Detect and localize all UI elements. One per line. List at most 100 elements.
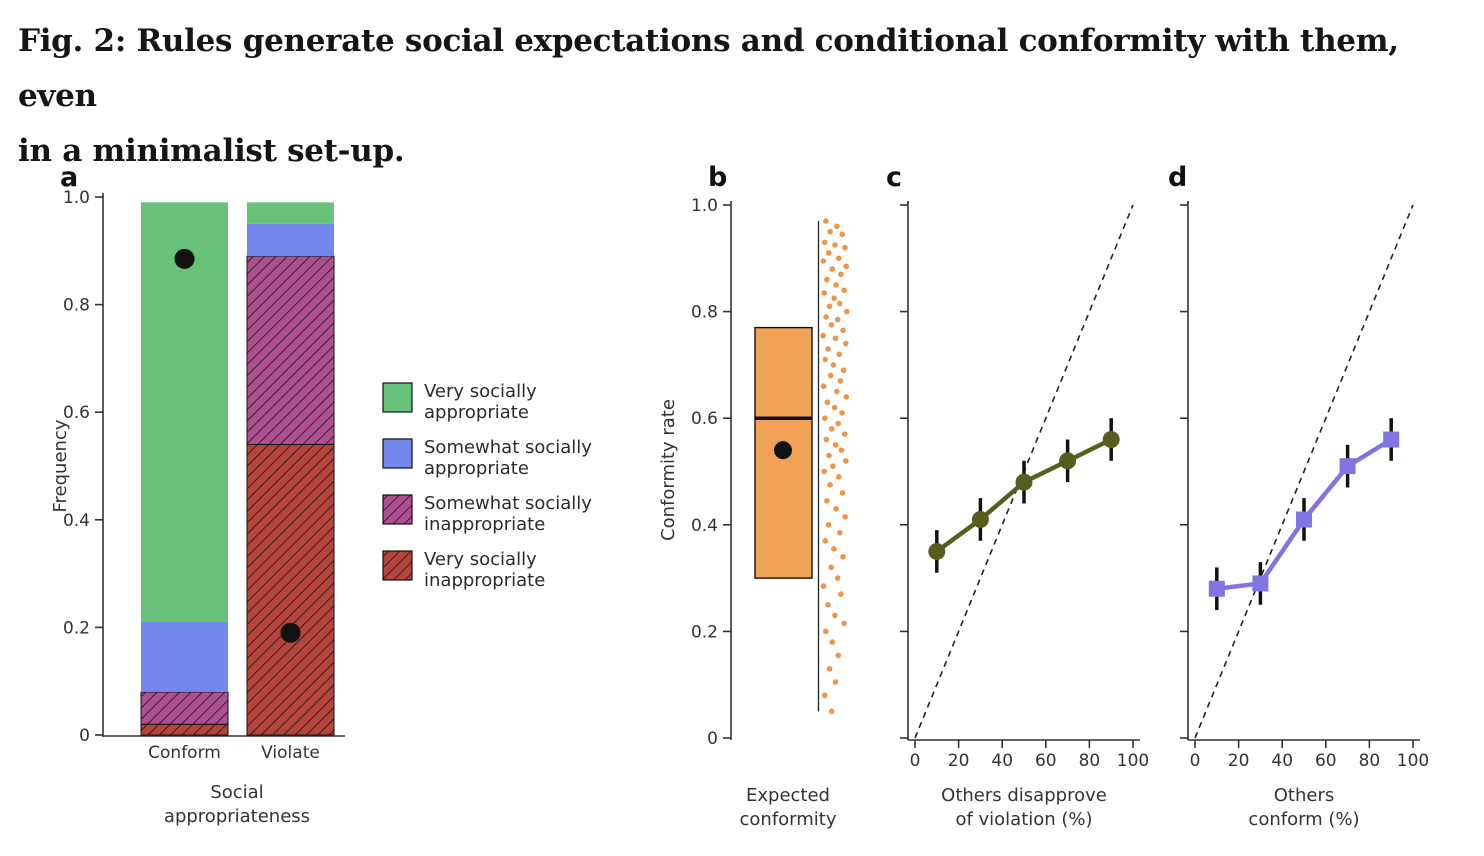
scatter-point [830,362,837,368]
data-point [1339,458,1356,475]
scatter-point [827,482,833,488]
legend-label: Very socially [424,381,537,402]
scatter-point [826,665,833,672]
data-point [1059,452,1077,470]
scatter-point [842,514,849,520]
data-point [971,510,989,528]
y-tick-label: 1.0 [691,196,718,216]
scatter-point [840,327,846,334]
scatter-point [837,378,844,384]
x-tick-label: 40 [991,751,1013,771]
scatter-point [839,410,845,416]
x-axis-title: conform (%) [1248,809,1359,830]
scatter-point [834,316,841,323]
x-tick-label: 20 [948,751,970,771]
x-axis-title: appropriateness [164,806,310,827]
scatter-point [825,346,831,352]
x-axis-title: Others [1274,785,1335,806]
scatter-point [827,228,833,235]
y-axis-title: Frequency [50,419,71,512]
scatter-point [834,388,840,395]
y-axis-title: Conformity rate [658,399,679,541]
figure-title-line-1: Fig. 2: Rules generate social expectatio… [18,23,1399,114]
y-tick-label: 0.6 [691,409,718,429]
scatter-point [840,553,846,560]
identity-line [1194,204,1414,739]
bar-segment [247,223,334,257]
y-tick-label: 0.8 [63,296,90,316]
legend-swatch [383,439,412,468]
bar-segment [247,202,334,224]
scatter-point [826,303,833,310]
legend-label: inappropriate [424,514,545,535]
scatter-point [823,314,829,320]
scatter-point [828,564,834,571]
scatter-point [834,223,840,230]
legend-label: appropriate [424,458,529,479]
x-tick-label: 40 [1271,751,1293,771]
scatter-point [824,399,831,406]
panel-b-label: b [708,162,728,193]
legend-label: Somewhat socially [424,437,592,458]
legend-label: Very socially [424,549,537,570]
figure-caption: Fig. 2: Rules generate social expectatio… [18,14,1474,179]
data-point [1102,431,1120,449]
scatter-point [837,529,843,536]
scatter-point [841,287,847,294]
mean-dot [774,441,792,460]
scatter-point [832,442,839,448]
y-tick-label: 0.2 [63,618,90,638]
scatter-point [838,591,844,597]
scatter-point [830,463,836,469]
x-tick-label: 60 [1035,751,1057,771]
panel-d-line-chart: 0 20 40 60 80 100 Others conform (%) [1180,201,1429,830]
y-tick-label: 0.6 [63,403,90,423]
data-point [1252,575,1269,592]
scatter-point [839,231,846,238]
legend-label: appropriate [424,402,529,423]
scatter-point [826,452,832,459]
scatter-point [832,679,839,685]
scatter-point [842,340,849,347]
scatter-point [824,498,830,504]
y-tick-label: 1.0 [63,188,90,208]
scatter-point [835,255,842,262]
scatter-point [831,295,837,302]
legend-label: inappropriate [424,570,545,591]
scatter-point [843,394,850,400]
scatter-point [835,474,842,480]
y-tick-label: 0 [707,729,718,749]
scatter-point [824,276,830,283]
scatter-point [839,490,846,496]
scatter-point [821,290,827,296]
scatter-point [842,458,849,464]
panel-d-label: d [1168,162,1188,193]
x-tick-label: 20 [1228,751,1250,771]
scatter-point [825,601,831,608]
scatter-point [820,383,827,390]
scatter-point [835,420,841,427]
scatter-point [821,692,828,699]
scatter-point [833,506,839,512]
category-label: Conform [148,743,221,763]
y-tick-label: 0 [79,726,90,746]
x-tick-label: 60 [1315,751,1337,771]
panel-c-label: c [886,162,903,193]
x-tick-label: 80 [1359,751,1381,771]
scatter-point [834,575,841,581]
scatter-point [823,436,830,443]
x-tick-label: 100 [1397,751,1429,771]
scatter-point [842,244,848,251]
scatter-point [833,282,839,288]
scatter-point [828,426,835,432]
bar-segment [141,202,228,623]
scatter-point [822,356,829,363]
bar-segment-hatch [246,443,335,736]
scatter-point [825,522,832,528]
y-tick-label: 0.4 [63,511,90,531]
data-point [1383,431,1400,448]
scatter-point [822,218,829,224]
scatter-point [838,271,844,278]
